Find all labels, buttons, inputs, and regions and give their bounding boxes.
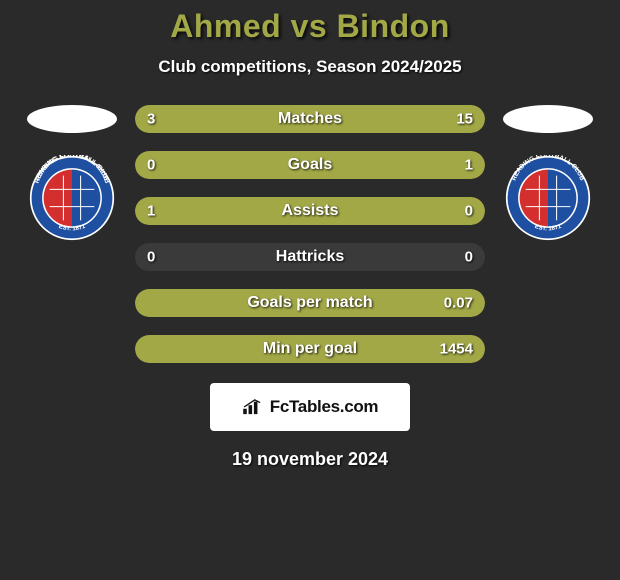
stat-bar-left — [135, 105, 193, 133]
stat-label: Hattricks — [276, 248, 344, 266]
club-badge-right: READING FOOTBALL CLUB EST. 1871 — [505, 155, 591, 241]
stat-value-right: 15 — [456, 111, 473, 128]
stat-value-right: 1454 — [440, 341, 473, 358]
stat-label: Matches — [278, 110, 342, 128]
stat-label: Goals — [288, 156, 332, 174]
stat-row: 1454 Min per goal — [135, 335, 485, 363]
stat-value-left: 3 — [147, 111, 155, 128]
chart-icon — [242, 399, 264, 415]
stat-row: 0.07 Goals per match — [135, 289, 485, 317]
player-right-column: READING FOOTBALL CLUB EST. 1871 — [503, 105, 593, 241]
stat-row: 3 15 Matches — [135, 105, 485, 133]
club-badge-left: READING FOOTBALL CLUB READING FOOTBALL C… — [29, 155, 115, 241]
stat-value-right: 0.07 — [444, 295, 473, 312]
comparison-card: Ahmed vs Bindon Club competitions, Seaso… — [0, 0, 620, 470]
player-right-avatar-placeholder — [503, 105, 593, 133]
date-label: 19 november 2024 — [0, 449, 620, 470]
watermark[interactable]: FcTables.com — [210, 383, 410, 431]
watermark-text: FcTables.com — [270, 397, 379, 417]
stat-label: Goals per match — [247, 294, 372, 312]
stat-row: 1 0 Assists — [135, 197, 485, 225]
stat-value-right: 0 — [465, 249, 473, 266]
player-left-avatar-placeholder — [27, 105, 117, 133]
stat-value-left: 0 — [147, 157, 155, 174]
stat-row: 0 1 Goals — [135, 151, 485, 179]
stat-value-left: 0 — [147, 249, 155, 266]
page-title: Ahmed vs Bindon — [0, 8, 620, 45]
stats-list: 3 15 Matches 0 1 Goals 1 0 Assists 0 0 Hattricks 0.0… — [135, 105, 485, 363]
stat-label: Min per goal — [263, 340, 357, 358]
stat-value-right: 1 — [465, 157, 473, 174]
subtitle: Club competitions, Season 2024/2025 — [0, 57, 620, 77]
main-row: READING FOOTBALL CLUB READING FOOTBALL C… — [0, 105, 620, 363]
player-left-column: READING FOOTBALL CLUB READING FOOTBALL C… — [27, 105, 117, 241]
stat-value-right: 0 — [465, 203, 473, 220]
stat-value-left: 1 — [147, 203, 155, 220]
stat-label: Assists — [282, 202, 339, 220]
stat-row: 0 0 Hattricks — [135, 243, 485, 271]
